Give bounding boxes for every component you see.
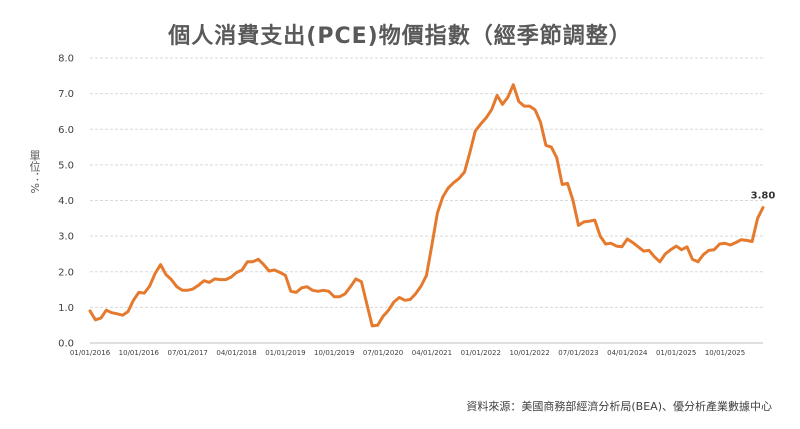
y-axis-ticks: 0.0 1.0 2.0 3.0 4.0 5.0 6.0 7.0 8.0	[58, 54, 74, 350]
y-tick-label: 7.0	[58, 89, 74, 100]
x-axis-ticks: 01/01/2016 10/01/2016 07/01/2017 04/01/2018…	[70, 349, 745, 357]
end-value-label: 3.80	[751, 191, 776, 202]
x-tick-label: 01/01/2025	[656, 349, 696, 357]
x-tick-label: 07/01/2017	[168, 349, 208, 357]
x-tick-label: 10/01/2016	[119, 349, 160, 357]
y-axis-label: 單位：%	[28, 150, 41, 194]
x-tick-label: 01/01/2019	[265, 349, 305, 357]
x-tick-label: 04/01/2021	[412, 349, 452, 357]
y-tick-label: 0.0	[58, 339, 74, 350]
y-tick-label: 1.0	[58, 303, 74, 314]
x-tick-label: 10/01/2019	[314, 349, 354, 357]
x-tick-label: 01/01/2022	[461, 349, 501, 357]
x-tick-label: 07/01/2020	[363, 349, 403, 357]
chart-title: 個人消費支出(PCE)物價指數（經季節調整）	[168, 24, 632, 49]
y-tick-label: 6.0	[58, 125, 74, 136]
pce-series-line	[88, 83, 765, 328]
x-tick-label: 07/01/2023	[558, 349, 598, 357]
y-tick-label: 5.0	[58, 160, 74, 171]
y-tick-label: 2.0	[58, 267, 74, 278]
gridlines	[90, 57, 763, 344]
x-tick-label: 10/01/2022	[509, 349, 549, 357]
y-tick-label: 8.0	[58, 54, 74, 65]
x-tick-label: 10/01/2025	[705, 349, 745, 357]
source-note: 資料來源：美國商務部經濟分析局(BEA)、優分析產業數據中心	[466, 400, 772, 413]
end-label-group: 3.80	[751, 191, 776, 202]
x-tick-label: 01/01/2016	[70, 349, 111, 357]
x-tick-label: 04/01/2024	[607, 349, 648, 357]
x-tick-label: 04/01/2018	[216, 349, 256, 357]
series-group	[88, 83, 765, 328]
y-tick-label: 3.0	[58, 232, 74, 243]
y-tick-label: 4.0	[58, 196, 74, 207]
